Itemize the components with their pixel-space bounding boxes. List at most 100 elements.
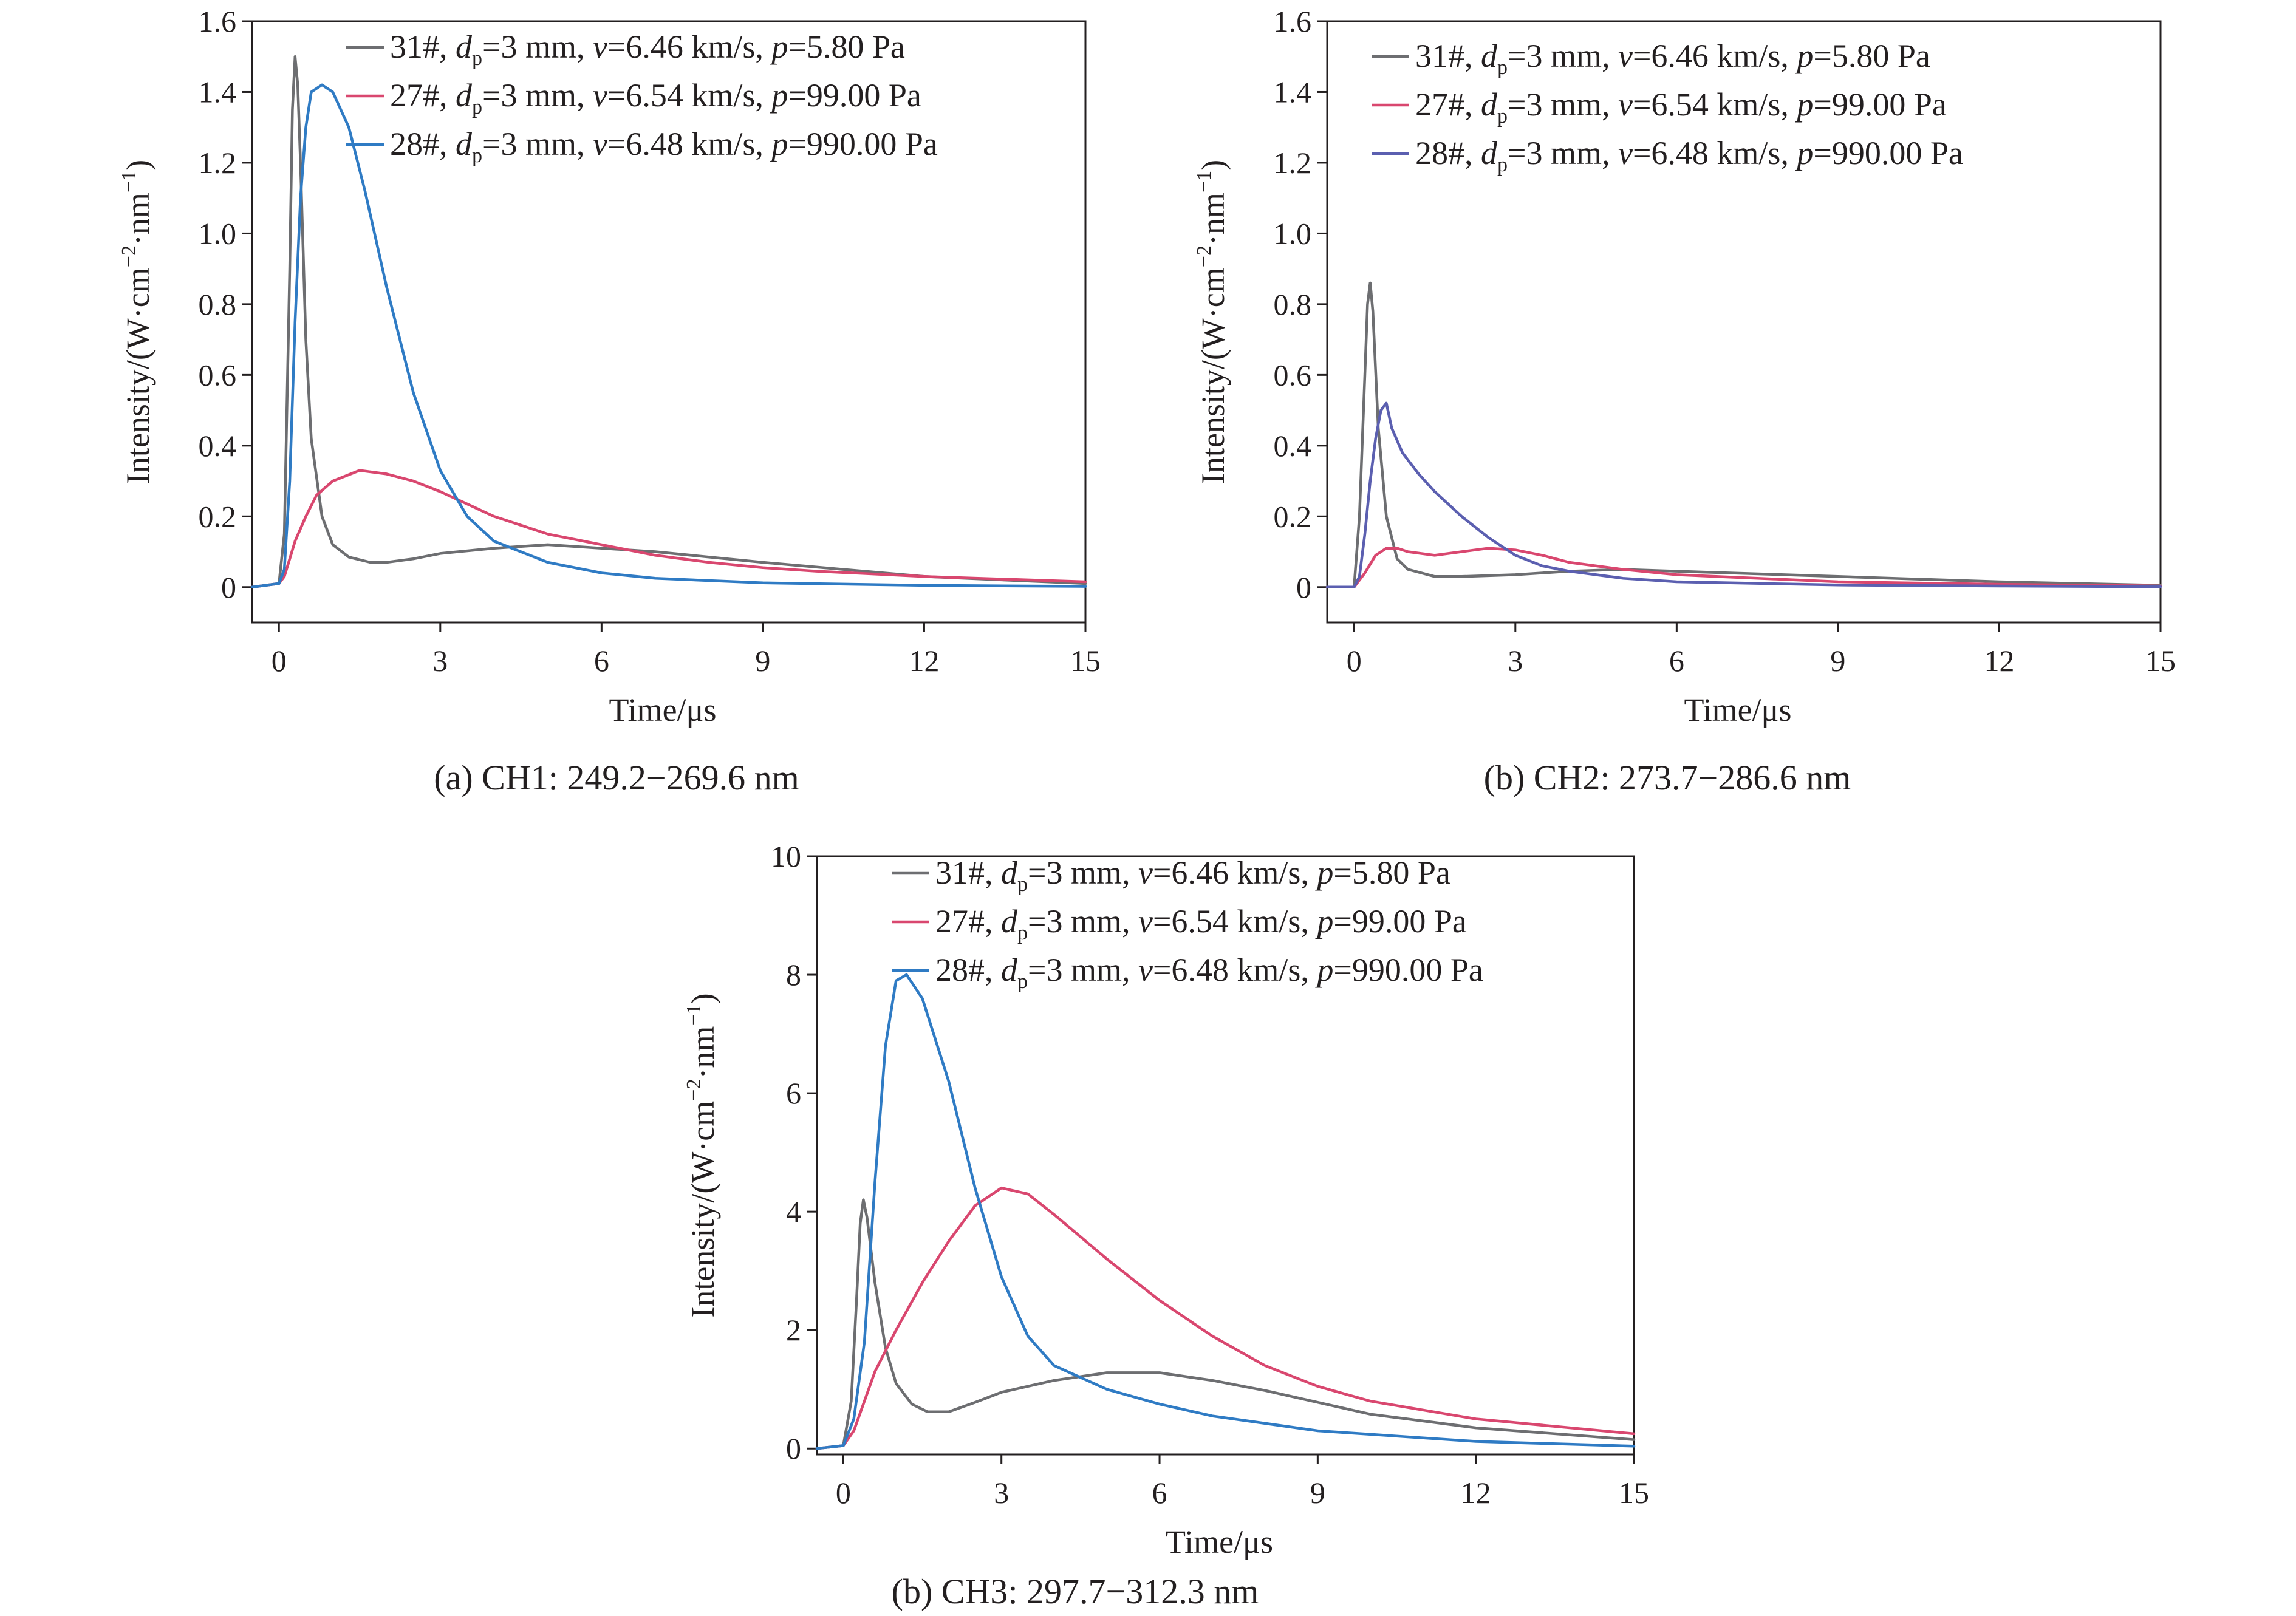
series-line-28 — [1325, 401, 2162, 589]
legend-symbol: d — [1001, 854, 1018, 891]
legend-symbol: d — [456, 77, 473, 114]
y-axis-title-part: ·nm — [120, 193, 156, 245]
legend-value: =990.00 Pa — [788, 126, 937, 162]
plot-frame — [816, 855, 1635, 1456]
plot-frame — [251, 20, 1087, 624]
legend-symbol: p — [769, 126, 788, 162]
legend-symbol: p — [1794, 86, 1813, 123]
legend-value: =990.00 Pa — [1813, 135, 1963, 171]
legend-symbol: p — [1314, 854, 1333, 891]
legend-entry: 27#, dp=3 mm, v=6.54 km/s, p=99.00 Pa — [390, 77, 921, 118]
legend-value: =3 mm, — [1508, 86, 1618, 123]
legend-symbol: v — [593, 126, 607, 162]
x-tick-label: 6 — [1669, 644, 1684, 678]
y-tick-label: 1.0 — [199, 216, 237, 250]
legend-entry-id: 31# — [1415, 38, 1464, 74]
legend-value: =990.00 Pa — [1333, 952, 1483, 988]
x-tick-label: 3 — [994, 1476, 1009, 1510]
x-tick-label: 9 — [1830, 644, 1845, 678]
legend-entry-id: 27# — [390, 77, 439, 114]
y-tick-label: 8 — [786, 958, 801, 992]
y-tick-label: 0.8 — [1274, 287, 1312, 321]
legend-value: =99.00 Pa — [1813, 86, 1946, 123]
y-axis-title-superscript: −1 — [683, 1004, 705, 1026]
series-line-31 — [1325, 281, 2162, 589]
y-axis-title-part: Intensity/(W·cm — [685, 1101, 721, 1318]
x-tick-label: 6 — [1152, 1476, 1167, 1510]
legend-symbol: v — [593, 29, 607, 65]
x-axis-title: Time/μs — [1166, 1524, 1273, 1560]
legend-subscript: p — [1497, 56, 1508, 79]
y-tick-label: 0.2 — [1274, 499, 1312, 533]
y-axis-title-part: ) — [685, 993, 721, 1004]
y-tick-label: 0.8 — [199, 287, 237, 321]
y-tick-label: 0.4 — [199, 429, 237, 463]
y-tick-label: 1.4 — [199, 75, 237, 109]
legend-subscript: p — [1017, 922, 1028, 944]
legend-subscript: p — [472, 47, 482, 70]
legend-symbol: d — [1001, 952, 1018, 988]
legend-subscript: p — [472, 145, 482, 167]
legend-symbol: v — [593, 77, 607, 114]
y-axis-title-part: ·nm — [685, 1026, 721, 1079]
legend-value: =6.46 km/s, — [1153, 854, 1317, 891]
legend-value: =99.00 Pa — [1333, 903, 1466, 939]
series-line-28 — [250, 83, 1087, 589]
y-tick-label: 0.4 — [1274, 429, 1312, 463]
x-tick-label: 3 — [432, 644, 448, 678]
x-tick-label: 0 — [836, 1476, 851, 1510]
legend-value: =3 mm, — [1028, 854, 1138, 891]
y-axis-title-part: ) — [120, 160, 156, 171]
y-axis-title-superscript: −1 — [1193, 171, 1215, 193]
panel-caption: (b) CH3: 297.7−312.3 nm — [892, 1572, 1259, 1611]
legend-value: =3 mm, — [1508, 38, 1618, 74]
y-tick-label: 6 — [786, 1076, 801, 1110]
legend-entry-id: 31# — [390, 29, 439, 65]
y-tick-label: 4 — [786, 1195, 801, 1229]
y-axis-title-superscript: −2 — [118, 245, 140, 267]
legend-symbol: v — [1618, 135, 1633, 171]
x-tick-label: 15 — [1619, 1476, 1649, 1510]
legend-value: =5.80 Pa — [1333, 854, 1450, 891]
x-tick-label: 6 — [594, 644, 609, 678]
y-tick-label: 1.2 — [199, 146, 237, 180]
legend-value: =6.48 km/s, — [607, 126, 771, 162]
y-axis-title-part: Intensity/(W·cm — [120, 267, 156, 484]
y-tick-label: 0.2 — [199, 499, 237, 533]
y-tick-label: 1.6 — [1274, 4, 1312, 38]
chart-panel-1: 0 3 6 9 12 15 0 0.2 0.4 0.6 0.8 1.0 1.2 1.4 1.6 Time/μs… — [118, 4, 1101, 797]
plot-frame — [1326, 20, 2162, 624]
y-axis-title-superscript: −2 — [1193, 245, 1215, 267]
legend-symbol: v — [1138, 903, 1153, 939]
panel-caption: (a) CH1: 249.2−269.6 nm — [434, 758, 799, 797]
legend-symbol: d — [1481, 38, 1498, 74]
legend-value: =6.46 km/s, — [607, 29, 771, 65]
series-line-27 — [815, 1186, 1636, 1450]
legend-symbol: p — [769, 77, 788, 114]
legend: 31#, dp=3 mm, v=6.46 km/s, p=5.80 Pa 27#,… — [1372, 38, 1963, 176]
x-tick-label: 3 — [1508, 644, 1523, 678]
y-tick-label: 0 — [1296, 570, 1311, 604]
legend-value: =6.46 km/s, — [1633, 38, 1797, 74]
series-line-27 — [250, 469, 1087, 589]
legend-symbol: d — [1481, 86, 1498, 123]
legend-subscript: p — [1497, 105, 1508, 128]
x-tick-label: 0 — [272, 644, 287, 678]
series-line-28 — [815, 973, 1636, 1450]
legend-symbol: d — [456, 29, 473, 65]
legend-entry: 27#, dp=3 mm, v=6.54 km/s, p=99.00 Pa — [935, 903, 1467, 944]
legend-entry: 28#, dp=3 mm, v=6.48 km/s, p=990.00 Pa — [935, 952, 1483, 993]
y-axis-title: Intensity/(W·cm−2·nm−1) — [1193, 160, 1231, 484]
y-axis-title: Intensity/(W·cm−2·nm−1) — [683, 993, 721, 1317]
legend-subscript: p — [1497, 154, 1508, 176]
y-tick-label: 10 — [771, 839, 801, 873]
x-axis-title: Time/μs — [1684, 692, 1791, 728]
series-line-27 — [1325, 547, 2162, 589]
legend-symbol: p — [1314, 952, 1333, 988]
legend-entry-id: 27# — [935, 903, 985, 939]
legend-symbol: p — [1794, 38, 1813, 74]
y-tick-label: 1.6 — [199, 4, 237, 38]
legend-symbol: p — [1794, 135, 1813, 171]
legend-value: =3 mm, — [1028, 903, 1138, 939]
